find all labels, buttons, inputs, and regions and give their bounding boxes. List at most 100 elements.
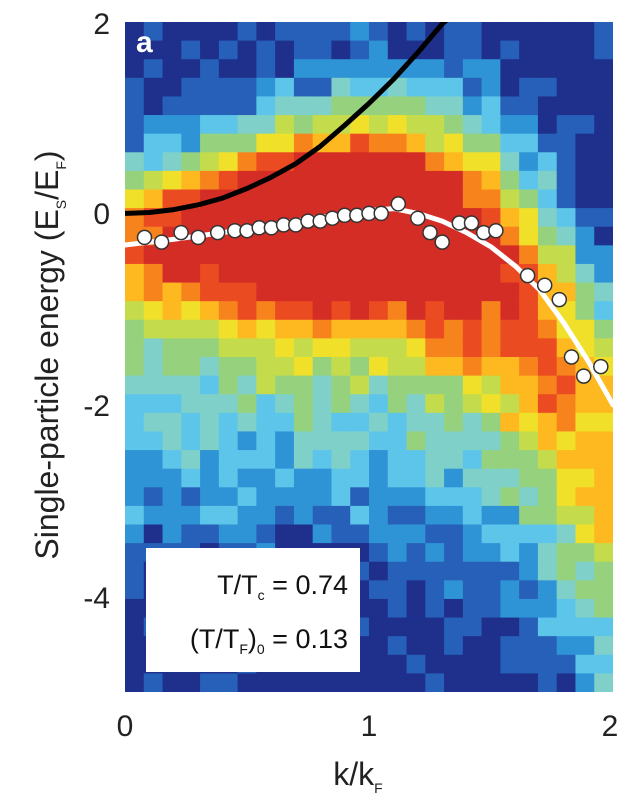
heatmap-cell <box>293 282 314 302</box>
heatmap-cell <box>462 357 483 377</box>
heatmap-cell <box>594 412 613 433</box>
heatmap-cell <box>181 375 201 395</box>
heatmap-cell <box>594 40 613 60</box>
heatmap-cell <box>275 357 295 377</box>
heatmap-cell <box>575 487 595 507</box>
heatmap-cell <box>387 673 408 692</box>
heatmap-cell <box>369 561 389 581</box>
heatmap-cell <box>387 319 408 339</box>
heatmap-cell <box>256 77 276 98</box>
heatmap-cell <box>237 59 257 79</box>
heatmap-cell <box>218 375 239 395</box>
heatmap-cell <box>575 524 595 544</box>
heatmap-cell <box>162 450 182 470</box>
heatmap-cell <box>500 617 520 637</box>
heatmap-cell <box>575 189 595 209</box>
heatmap-cell <box>369 375 389 395</box>
heatmap-cell <box>462 617 483 637</box>
y-tick-minus-2: -2 <box>83 390 110 423</box>
heatmap-cell <box>275 431 295 451</box>
heatmap-cell <box>462 319 483 339</box>
heatmap-cell <box>218 450 239 470</box>
heatmap-cell <box>500 226 520 246</box>
heatmap-cell <box>181 22 201 42</box>
heatmap-cell <box>125 617 145 637</box>
heatmap-cell <box>594 636 613 656</box>
heatmap-cell <box>500 319 520 339</box>
heatmap-cell <box>200 152 220 172</box>
heatmap-cell <box>462 636 483 656</box>
heatmap-cell <box>481 654 501 674</box>
heatmap-cell <box>425 152 445 172</box>
heatmap-cell <box>594 617 613 637</box>
heatmap-cell <box>162 357 182 377</box>
heatmap-cell <box>462 431 483 451</box>
heatmap-cell <box>481 263 501 284</box>
heatmap-cell <box>387 96 408 116</box>
heatmap-cell <box>350 431 370 451</box>
heatmap-cell <box>575 152 595 172</box>
heatmap-cell <box>519 450 539 470</box>
heatmap-cell <box>369 338 389 358</box>
heatmap-cell <box>387 598 408 619</box>
heatmap-cell <box>162 487 182 507</box>
heatmap-cell <box>331 505 351 526</box>
x-tick-2: 2 <box>602 710 619 743</box>
heatmap-cell <box>481 208 501 228</box>
heatmap-cell <box>556 450 577 470</box>
heatmap-cell <box>537 226 558 246</box>
data-points <box>136 196 609 384</box>
heatmap-cell <box>162 524 182 544</box>
heatmap-cell <box>256 40 276 60</box>
heatmap-cell <box>256 319 276 339</box>
heatmap-cell <box>162 170 182 191</box>
heatmap-cell <box>293 394 314 414</box>
heatmap-cell <box>331 450 351 470</box>
heatmap-cell <box>162 59 182 79</box>
heatmap-cell <box>312 431 333 451</box>
heatmap-cell <box>293 375 314 395</box>
heatmap-cell <box>575 96 595 116</box>
heatmap-cell <box>200 319 220 339</box>
heatmap-cell <box>500 654 520 674</box>
heatmap-cell <box>181 115 201 135</box>
heatmap-cell <box>462 282 483 302</box>
heatmap-cell <box>594 524 613 544</box>
heatmap-cell <box>519 468 539 488</box>
heatmap-cell <box>462 301 483 321</box>
heatmap-cell <box>218 152 239 172</box>
heatmap-cell <box>481 152 501 172</box>
heatmap-cell <box>256 505 276 526</box>
heatmap-cell <box>462 245 483 265</box>
heatmap-cell <box>256 301 276 321</box>
heatmap-cell <box>387 394 408 414</box>
heatmap-cell <box>556 580 577 600</box>
heatmap-cell <box>312 338 333 358</box>
heatmap-cell <box>143 170 164 191</box>
heatmap-cell <box>275 133 295 153</box>
heatmap-cell <box>387 636 408 656</box>
heatmap-cell <box>406 524 426 544</box>
heatmap-cell <box>293 40 314 60</box>
heatmap-cell <box>181 245 201 265</box>
heatmap-cell <box>350 468 370 488</box>
heatmap-cell <box>125 59 145 79</box>
heatmap-cell <box>462 505 483 526</box>
heatmap-cell <box>369 226 389 246</box>
heatmap-cell <box>575 412 595 433</box>
data-point <box>434 234 450 250</box>
heatmap-cell <box>500 96 520 116</box>
heatmap-cell <box>500 450 520 470</box>
heatmap-cell <box>331 431 351 451</box>
heatmap-cell <box>331 673 351 692</box>
heatmap-cell <box>537 77 558 98</box>
data-point <box>410 210 426 226</box>
heatmap-cell <box>462 598 483 619</box>
heatmap-cell <box>519 301 539 321</box>
heatmap-cell <box>387 412 408 433</box>
heatmap-cell <box>556 375 577 395</box>
heatmap-cell <box>387 226 408 246</box>
heatmap-cell <box>425 412 445 433</box>
heatmap-cell <box>369 301 389 321</box>
heatmap-cell <box>444 543 464 563</box>
